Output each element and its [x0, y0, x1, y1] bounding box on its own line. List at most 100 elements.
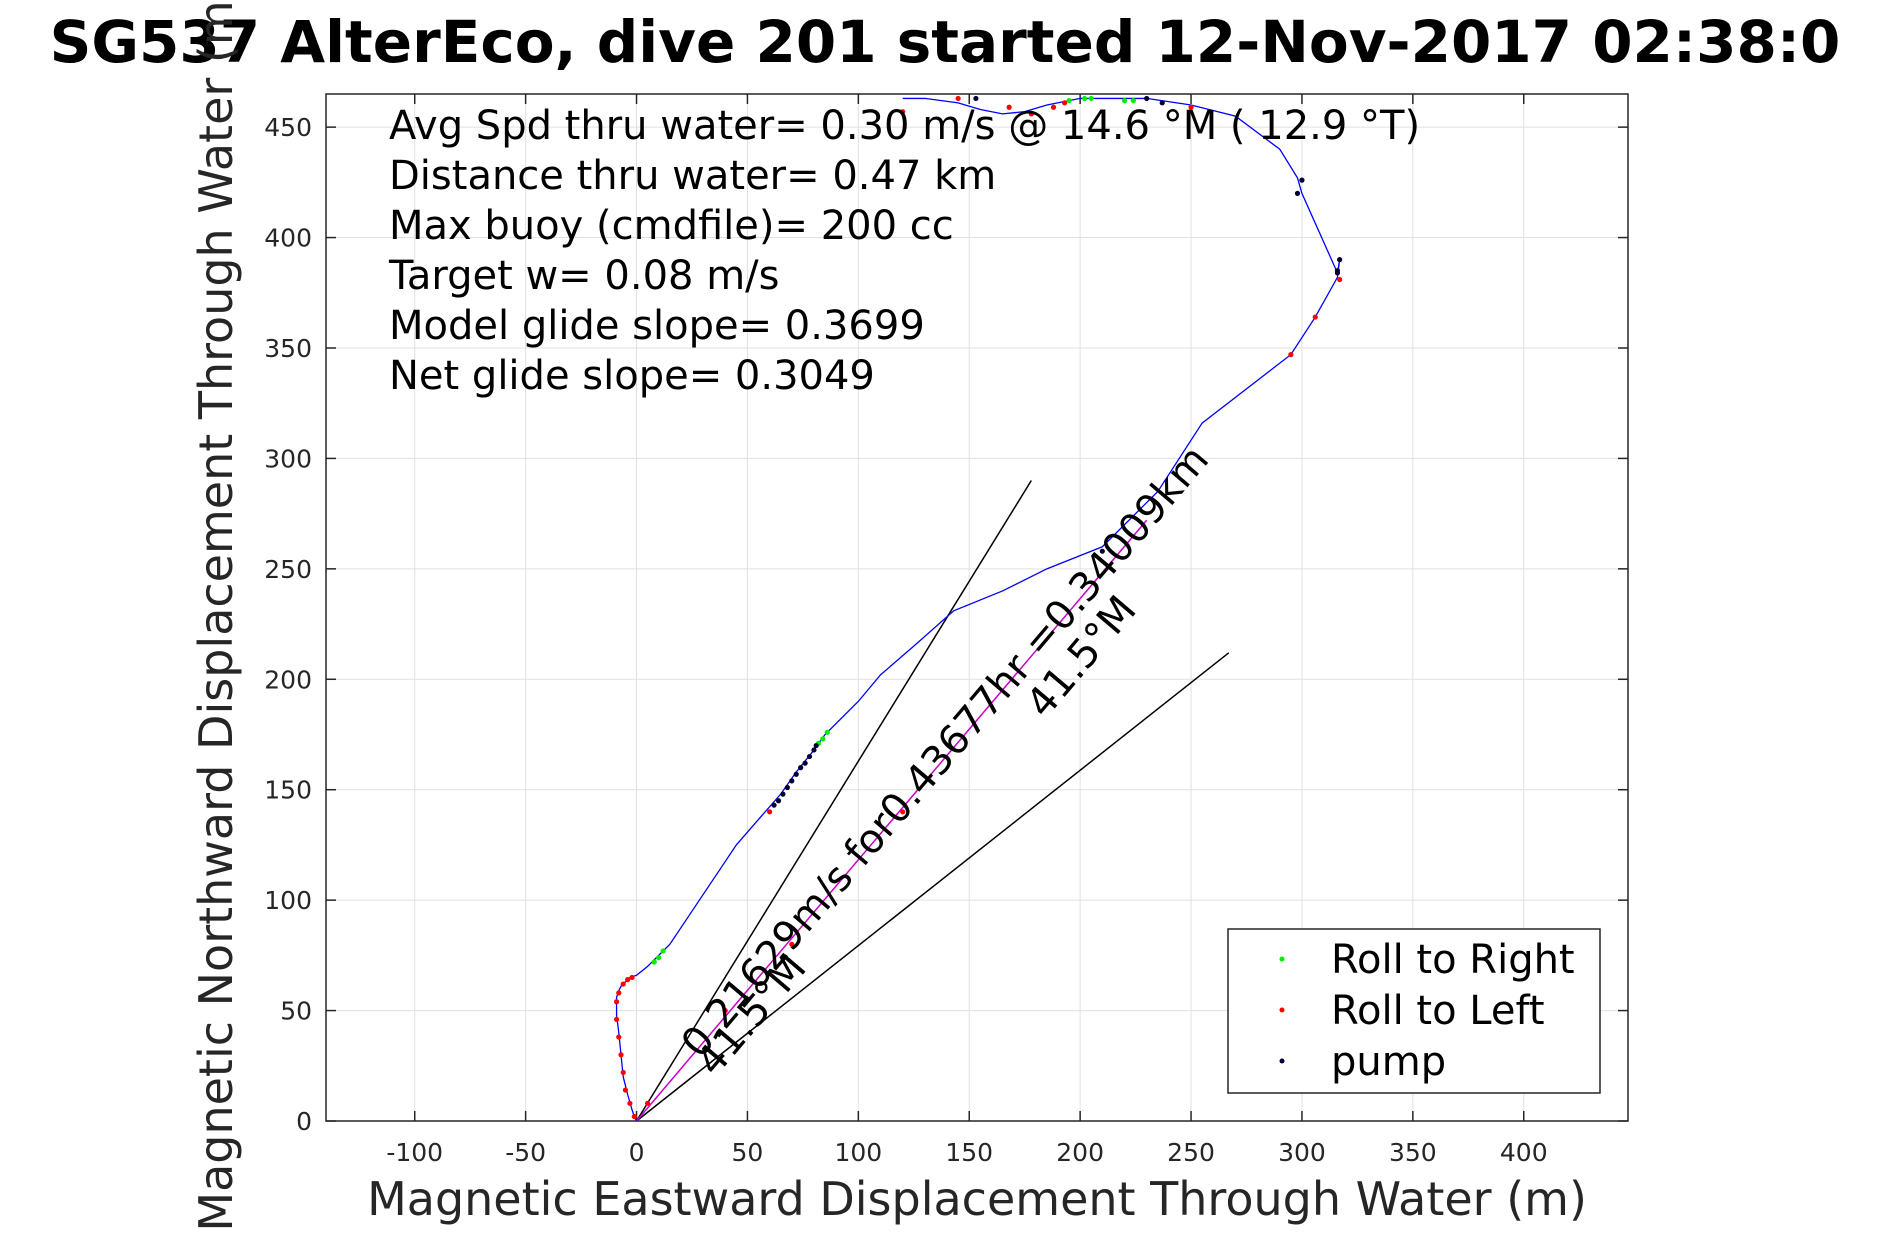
info-line-target-w: Target w= 0.08 m/s — [388, 253, 779, 299]
legend-marker-pump — [1279, 1058, 1285, 1064]
y-tick-label: 0 — [296, 1107, 312, 1136]
point-roll-to-left — [618, 1052, 624, 1058]
x-tick-label: 250 — [1167, 1138, 1215, 1167]
legend-label-pump: pump — [1331, 1039, 1446, 1085]
point-roll-to-left — [627, 1100, 633, 1106]
point-roll-to-left — [1337, 276, 1343, 283]
point-pump — [1334, 270, 1341, 276]
point-roll-to-right — [660, 948, 666, 954]
x-tick-label: 100 — [834, 1138, 882, 1167]
legend-marker-roll-right — [1279, 956, 1285, 962]
x-tick-label: 0 — [629, 1138, 645, 1167]
point-pump — [1099, 548, 1105, 554]
point-roll-to-left — [955, 95, 961, 102]
y-tick-label: 350 — [264, 334, 312, 363]
info-line-net-glide: Net glide slope= 0.3049 — [389, 353, 875, 399]
point-pump — [806, 753, 813, 760]
point-roll-to-left — [625, 977, 631, 983]
legend-label-roll-left: Roll to Left — [1331, 988, 1545, 1034]
legend-label-roll-right: Roll to Right — [1331, 937, 1575, 983]
point-roll-to-right — [1081, 95, 1088, 102]
point-roll-to-right — [824, 729, 830, 735]
y-tick-label: 50 — [280, 997, 312, 1026]
info-line-avg-speed: Avg Spd thru water= 0.30 m/s @ 14.6 °M (… — [389, 103, 1420, 149]
point-roll-to-right — [1088, 95, 1094, 102]
info-line-distance: Distance thru water= 0.47 km — [389, 153, 996, 199]
point-pump — [802, 760, 808, 766]
point-pump — [771, 802, 777, 808]
data-points — [613, 95, 1343, 1120]
point-roll-to-left — [900, 109, 906, 115]
y-tick-label: 100 — [264, 886, 312, 915]
point-pump — [1159, 100, 1165, 106]
heading-lines — [635, 480, 1230, 1122]
point-roll-to-left — [645, 1100, 651, 1106]
point-roll-to-left — [620, 1069, 626, 1076]
point-roll-to-left — [1188, 104, 1194, 110]
x-tick-label: 150 — [945, 1138, 993, 1167]
point-roll-to-right — [820, 736, 826, 742]
x-tick-label: 300 — [1278, 1138, 1326, 1167]
point-roll-to-left — [1312, 314, 1318, 320]
y-tick-label: 450 — [264, 113, 312, 142]
point-pump — [813, 742, 819, 749]
point-pump — [780, 791, 786, 797]
heading-line-net-heading — [635, 519, 1148, 1122]
point-pump — [798, 765, 804, 771]
point-roll-to-left — [613, 1016, 620, 1023]
chart-title: SG537 AlterEco, dive 201 started 12-Nov-… — [50, 8, 1841, 76]
x-tick-label: 200 — [1056, 1138, 1104, 1167]
heading-line-left-bound — [636, 652, 1230, 1122]
legend-box — [1227, 928, 1601, 1094]
y-tick-label: 250 — [264, 555, 312, 584]
dive-track-line — [615, 97, 1341, 1122]
point-roll-to-left — [789, 941, 795, 947]
x-tick-label: 400 — [1500, 1138, 1548, 1167]
point-pump — [1299, 177, 1305, 183]
x-axis: -100 -50 0 50 100 150 200 250 300 350 400 — [386, 94, 1548, 1167]
point-pump — [973, 95, 979, 102]
point-roll-to-left — [900, 809, 906, 815]
point-pump — [775, 798, 782, 804]
point-roll-to-right — [1121, 98, 1128, 104]
point-roll-to-left — [622, 1087, 629, 1093]
y-axis: 0 50 100 150 200 250 300 350 400 450 — [264, 113, 1628, 1136]
legend-marker-roll-left — [1279, 1007, 1285, 1013]
point-roll-to-right — [656, 954, 662, 961]
y-tick-label: 200 — [264, 665, 312, 694]
y-tick-label: 400 — [264, 224, 312, 253]
point-roll-to-right — [1066, 98, 1072, 104]
info-line-model-glide: Model glide slope= 0.3699 — [389, 303, 925, 349]
point-pump — [793, 771, 799, 777]
point-roll-to-left — [722, 1007, 728, 1014]
point-pump — [789, 778, 795, 784]
point-pump — [1144, 95, 1150, 102]
x-tick-label: 50 — [732, 1138, 764, 1167]
point-roll-to-left — [1062, 100, 1068, 106]
point-roll-to-left — [1028, 111, 1034, 117]
x-tick-label: -50 — [505, 1138, 546, 1167]
point-roll-to-right — [1130, 98, 1136, 104]
heading-annotation: 0.21629m/s for0.43677hr =0.34009km — [673, 437, 1218, 1066]
info-line-max-buoy: Max buoy (cmdfile)= 200 cc — [389, 203, 954, 249]
point-roll-to-left — [1288, 352, 1294, 358]
point-roll-to-left — [616, 1034, 622, 1040]
x-tick-label: 350 — [1389, 1138, 1437, 1167]
point-roll-to-left — [1006, 104, 1012, 110]
x-tick-label: -100 — [386, 1138, 443, 1167]
y-tick-label: 150 — [264, 776, 312, 805]
point-pump — [784, 784, 790, 791]
x-axis-label: Magnetic Eastward Displacement Through W… — [367, 1172, 1587, 1226]
point-roll-to-left — [616, 990, 622, 996]
point-pump — [1294, 190, 1301, 196]
point-roll-to-left — [629, 974, 635, 981]
point-roll-to-left — [767, 809, 773, 815]
plot-frame — [325, 93, 1629, 1122]
point-roll-to-left — [1050, 104, 1057, 110]
heading-line-right-bound — [635, 480, 1032, 1122]
info-box: Avg Spd thru water= 0.30 m/s @ 14.6 °M (… — [388, 103, 1420, 399]
point-roll-to-left — [613, 999, 620, 1005]
point-roll-to-right — [651, 959, 657, 965]
point-pump — [1337, 257, 1343, 263]
